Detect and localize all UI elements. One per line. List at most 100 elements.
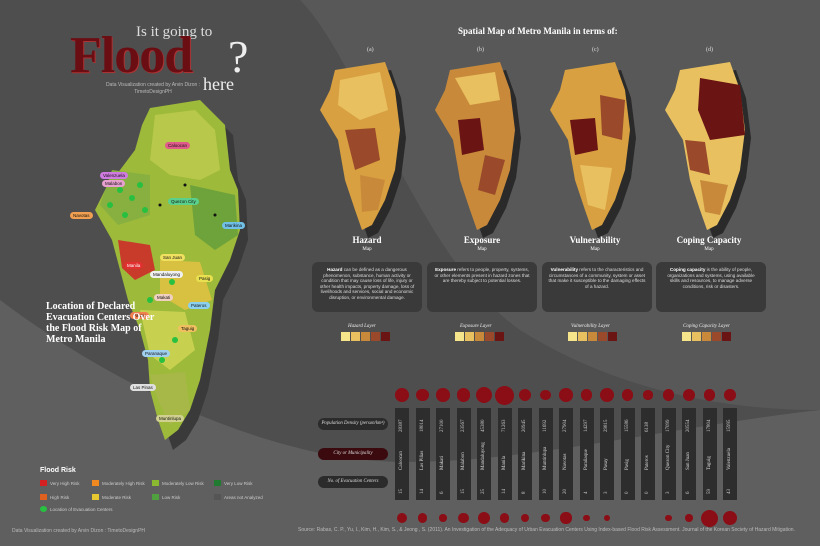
city-column [559, 408, 573, 500]
density-value: 6138 [645, 422, 650, 432]
title-question-mark: ? [228, 31, 249, 82]
density-bubble [559, 388, 573, 402]
city-column [497, 408, 512, 500]
city-name: Mandaluyong [481, 442, 486, 470]
city-column [702, 408, 717, 500]
city-name: San Juan [686, 452, 691, 470]
map-tag-pasig: Pasig [196, 275, 214, 282]
centers-bubble [458, 512, 469, 524]
centers-bubble [439, 514, 447, 522]
row-label-centers: No. of Evacuation Centers [318, 476, 388, 488]
title-here: here [203, 74, 234, 94]
centers-value: 15 [460, 489, 466, 494]
centers-value: 4 [583, 491, 589, 495]
density-bubble [518, 388, 532, 402]
city-column [436, 408, 450, 500]
title-flood: Flood [70, 27, 193, 84]
density-bubble [599, 387, 615, 403]
density-value: 29815 [604, 419, 609, 433]
city-name: Valenzuela [727, 448, 732, 470]
city-column [682, 408, 696, 500]
centers-bubble [665, 514, 672, 522]
density-bubble [662, 389, 675, 401]
city-name: Muntinlupa [542, 446, 548, 470]
city-column [518, 408, 532, 500]
city-column [456, 408, 471, 500]
centers-value: 14 [501, 489, 507, 494]
density-bubble [724, 389, 736, 401]
density-value: 28387 [399, 419, 404, 433]
centers-bubble [520, 513, 530, 523]
city-name: Manila [501, 455, 507, 470]
centers-value: 20 [563, 489, 568, 494]
centers-value: 0 [624, 491, 630, 495]
map-tag-valenzuela: Valenzuela [100, 172, 128, 179]
vulnerability-layer-title: Vulnerability Layer [571, 324, 610, 329]
map-tag-mandaluyong: Mandaluyong [150, 271, 184, 278]
spatial-title: Spatial Map of Metro Manila in terms of: [458, 26, 618, 36]
density-value: 15995 [727, 419, 732, 433]
hazard-map-title: Hazard Map [352, 235, 382, 253]
panel-letter-c: (c) [592, 47, 599, 53]
exposure-map-title: Exposure Map [463, 235, 501, 253]
centers-value: 10 [542, 489, 548, 494]
map-tag-makati: Makati [154, 294, 174, 301]
city-name: Pasay [604, 458, 609, 470]
centers-bubble [417, 513, 428, 523]
legend-item-very-low: Very Low Risk [214, 480, 253, 486]
legend-item-very-high: Very High Risk [40, 480, 80, 486]
vulnerability-definition: Vulnerability refers to the characterist… [542, 262, 652, 312]
vulnerability-layer-scale [568, 332, 617, 341]
centers-value: 6 [440, 491, 445, 495]
map-tag-pateros: Pateros [188, 302, 210, 309]
coping-capacity-map-title: Coping Capacity Map [676, 235, 742, 253]
vulnerability-map-title: Vulnerability Map [569, 235, 621, 253]
centers-bubble [541, 513, 550, 523]
centers-bubble [685, 514, 693, 522]
map-tag-las-pinas: Las Pinas [130, 384, 156, 391]
map-tag-malabon: Malabon [102, 180, 126, 187]
density-bubble [703, 389, 716, 401]
map-tag-muntinlupa: Muntinlupa [156, 415, 185, 422]
density-value: 23567 [460, 419, 466, 433]
vulnerability-map [550, 62, 636, 238]
map-tag-san-juan: San Juan [160, 254, 186, 261]
city-name: Pateros [645, 455, 650, 470]
city-column [600, 408, 614, 500]
density-value: 15586 [624, 419, 630, 433]
density-value: 45380 [481, 419, 486, 433]
centers-bubble [583, 514, 590, 522]
density-bubble [621, 389, 634, 401]
legend-item-evacuation-centers: Location of Evacuation Centers [40, 506, 113, 512]
density-bubble [540, 389, 551, 401]
centers-value: 15 [399, 489, 404, 494]
density-bubble [416, 388, 429, 401]
city-column [661, 408, 676, 500]
density-bubble [643, 390, 653, 400]
title-question: Is it going to [136, 24, 213, 40]
panel-letter-d: (d) [706, 47, 713, 53]
centers-bubble [603, 514, 611, 522]
density-value: 17804 [706, 419, 712, 433]
city-name: Marikina [522, 451, 527, 470]
map-tag-paranaque: Paranaque [142, 350, 171, 357]
centers-value: 0 [645, 491, 650, 495]
map-tag-manila: Manila [124, 262, 144, 269]
coping-definition: Coping capacity is the ability of people… [656, 262, 766, 312]
centers-bubble [701, 509, 718, 527]
density-value: 18014 [419, 419, 425, 433]
map-tag-marikina: Marikina [222, 222, 246, 229]
exposure-layer-scale [455, 332, 504, 341]
coping-capacity-map [665, 62, 751, 238]
centers-bubble [396, 512, 408, 524]
map-tag-quezon-city: Quezon City [168, 198, 199, 205]
density-bubble [682, 388, 696, 402]
density-value: 27100 [440, 419, 445, 433]
density-bubble [475, 386, 493, 404]
hazard-layer-scale [341, 332, 390, 341]
city-name: Parañaque [583, 449, 589, 470]
density-bubble [456, 388, 471, 402]
centers-value: 6 [686, 491, 691, 495]
city-column [415, 408, 430, 500]
